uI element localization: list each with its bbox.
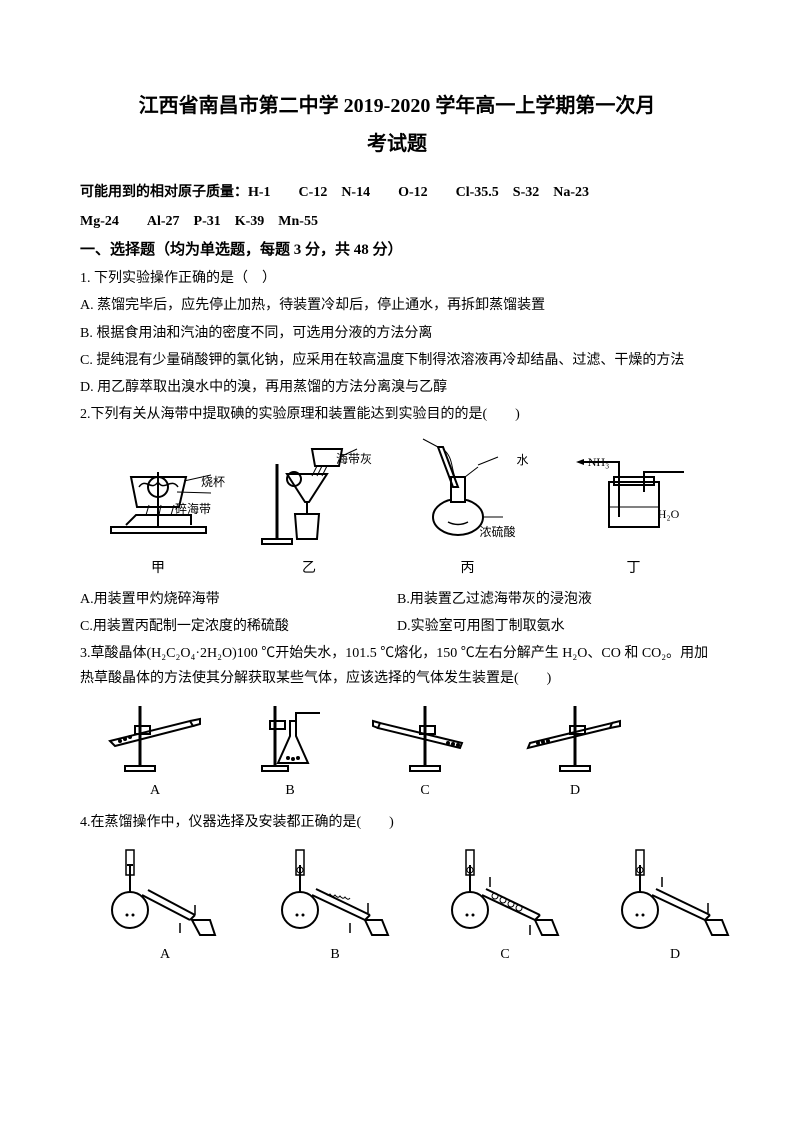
tube-c-icon: [370, 701, 480, 776]
q2-diagram-ding: NH₃ H₂O 丁: [574, 457, 694, 580]
q2-diagram-row: 烧杯 碎海带 甲 海带灰 乙: [80, 437, 714, 580]
label-nh3: NH₃: [588, 452, 610, 474]
q2-diagram-bing: 水 浓硫酸 丙: [403, 437, 533, 580]
q4-diagram-d: D: [610, 845, 740, 967]
q2-label-yi: 乙: [302, 556, 316, 581]
q4-diagram-c: C: [440, 845, 570, 967]
q4-diagram-a: A: [100, 845, 230, 967]
q3-diagram-d: D: [520, 701, 630, 803]
q2-diagram-yi: 海带灰 乙: [257, 444, 362, 581]
q3-label-a: A: [150, 778, 160, 803]
distill-b-icon: [270, 845, 400, 940]
atomic-mass-line1: 可能用到的相对原子质量：H-1 C-12 N-14 O-12 Cl-35.5 S…: [80, 180, 714, 207]
distill-a-icon: [100, 845, 230, 940]
q4-stem: 4.在蒸馏操作中，仪器选择及安装都正确的是( ): [80, 810, 714, 835]
q2-opt-b: B.用装置乙过滤海带灰的浸泡液: [397, 587, 714, 612]
q3-label-d: D: [570, 778, 580, 803]
q2-stem: 2.下列有关从海带中提取碘的实验原理和装置能达到实验目的的是( ): [80, 402, 714, 427]
q2-label-ding: 丁: [627, 556, 641, 581]
tube-d-icon: [520, 701, 630, 776]
q1-stem: 1. 下列实验操作正确的是（ ）: [80, 266, 714, 291]
q4-diagram-b: B: [270, 845, 400, 967]
q2-opt-a: A.用装置甲灼烧碎海带: [80, 587, 397, 612]
q3-diagram-a: A: [100, 701, 210, 803]
distill-c-icon: [440, 845, 570, 940]
label-shui: 水: [516, 450, 528, 472]
q1-opt-d: D. 用乙醇萃取出溴水中的溴，再用蒸馏的方法分离溴与乙醇: [80, 375, 714, 400]
q3-label-c: C: [420, 778, 429, 803]
exam-title-line2: 考试题: [80, 126, 714, 162]
q2-options-row2: C.用装置丙配制一定浓度的稀硫酸 D.实验室可用图丁制取氨水: [80, 614, 714, 641]
q2-opt-c: C.用装置丙配制一定浓度的稀硫酸: [80, 614, 397, 639]
q4-label-b: B: [330, 942, 339, 967]
label-suihaidai: 碎海带: [175, 499, 211, 521]
exam-title-line1: 江西省南昌市第二中学 2019-2020 学年高一上学期第一次月: [80, 90, 714, 122]
q4-diagram-row: A B: [100, 845, 714, 967]
q2-label-bing: 丙: [461, 556, 475, 581]
tube-a-icon: [100, 701, 210, 776]
q4-label-c: C: [500, 942, 509, 967]
q1-opt-b: B. 根据食用油和汽油的密度不同，可选用分液的方法分离: [80, 321, 714, 346]
q4-label-a: A: [160, 942, 170, 967]
label-nongliusuan: 浓硫酸: [479, 522, 515, 544]
q2-opt-d: D.实验室可用图丁制取氨水: [397, 614, 714, 639]
label-haidaihui: 海带灰: [336, 449, 372, 471]
q2-options-row1: A.用装置甲灼烧碎海带 B.用装置乙过滤海带灰的浸泡液: [80, 587, 714, 614]
label-shaobei: 烧杯: [201, 472, 225, 494]
q2-label-jia: 甲: [151, 556, 165, 581]
section-heading: 一、选择题（均为单选题，每题 3 分，共 48 分）: [80, 237, 714, 264]
q1-opt-a: A. 蒸馏完毕后，应先停止加热，待装置冷却后，停止通水，再拆卸蒸馏装置: [80, 293, 714, 318]
q1-opt-c: C. 提纯混有少量硝酸钾的氯化钠，应采用在较高温度下制得浓溶液再冷却结晶、过滤、…: [80, 348, 714, 373]
q4-label-d: D: [670, 942, 680, 967]
q2-diagram-jia: 烧杯 碎海带 甲: [101, 437, 216, 580]
label-h2o: H₂O: [658, 504, 680, 526]
q3-diagram-b: B: [250, 701, 330, 803]
atomic-mass-line2: Mg-24 Al-27 P-31 K-39 Mn-55: [80, 209, 714, 236]
flask-b-icon: [250, 701, 330, 776]
distill-d-icon: [610, 845, 740, 940]
q3-diagram-row: A B C: [100, 701, 714, 803]
q3-diagram-c: C: [370, 701, 480, 803]
q3-stem: 3.草酸晶体(H₂C₂O₄·2H₂O)100 ℃开始失水，101.5 ℃熔化，1…: [80, 641, 714, 691]
apparatus-jia-icon: [101, 437, 216, 542]
q3-label-b: B: [285, 778, 294, 803]
